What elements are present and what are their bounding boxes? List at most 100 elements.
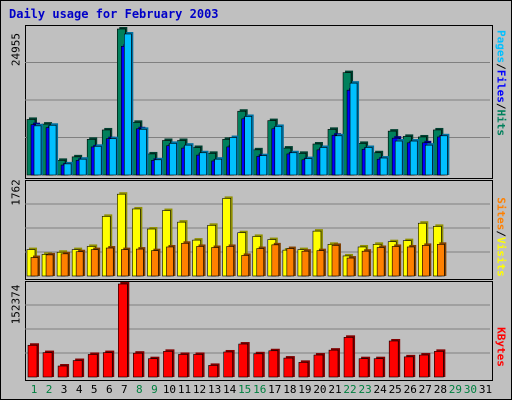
day-tick-label: 18 — [283, 383, 297, 396]
pages-bar — [108, 138, 117, 176]
pages-bar — [394, 140, 403, 176]
pages-bar — [48, 124, 57, 176]
kbytes-bar — [238, 343, 248, 378]
pages-bar — [334, 135, 343, 176]
pages-bar — [289, 152, 298, 176]
chart-title: Daily usage for February 2003 — [9, 7, 219, 21]
pages-bar — [33, 125, 42, 176]
day-tick-label: 17 — [268, 383, 282, 396]
pages-bar — [124, 33, 132, 176]
day-tick-label: 26 — [403, 383, 417, 396]
kbytes-bar — [328, 349, 339, 378]
day-tick-label: 28 — [433, 383, 447, 396]
day-axis: 1 2 3 4 5 6 7 8 9 10 11 12 13 14 15 16 17 18 19 20 21 22 23 24 2… — [1, 383, 512, 397]
pages-bar — [78, 158, 87, 176]
pages-bar — [214, 158, 222, 176]
sites-bar — [90, 249, 99, 277]
kbytes-bar — [72, 360, 83, 378]
kbytes-bar — [133, 352, 143, 378]
kbytes-bar — [163, 351, 173, 378]
sites-bar — [301, 250, 310, 277]
day-tick-label: 22 — [343, 383, 357, 396]
sites-bar — [346, 257, 355, 277]
sites-bar — [271, 244, 280, 277]
day-tick-label: 1 — [30, 383, 38, 396]
kbytes-bar — [343, 337, 354, 378]
day-tick-label: 30 — [463, 383, 478, 396]
kbytes-bar — [223, 351, 233, 378]
sites-bar — [60, 253, 69, 277]
pages-bar — [169, 143, 177, 176]
pages-bar — [319, 147, 328, 176]
sites-bar — [105, 247, 114, 277]
kbytes-bar — [102, 352, 113, 378]
sites-bar — [361, 250, 370, 277]
day-tick-label: 5 — [90, 383, 98, 396]
sites-bar — [211, 247, 219, 277]
pages-bar — [93, 146, 102, 176]
kbytes-bar — [87, 354, 98, 378]
day-tick-label: 25 — [388, 383, 402, 396]
day-tick-label: 21 — [328, 383, 342, 396]
sites-bar — [226, 246, 234, 277]
pages-bar — [379, 157, 388, 176]
kbytes-bar — [388, 340, 399, 378]
day-tick-label: 31 — [478, 383, 493, 396]
kbytes-bar — [178, 354, 188, 378]
sites-bar — [286, 248, 295, 277]
sites-bar — [331, 245, 340, 277]
sites-bar — [376, 247, 385, 277]
day-tick-label: 3 — [60, 383, 68, 396]
kbytes-bar — [313, 354, 324, 378]
pages-bar — [409, 140, 418, 176]
day-tick-label: 8 — [136, 383, 143, 396]
sites-bar — [437, 244, 445, 277]
day-tick-label: 7 — [120, 383, 128, 396]
pages-bar — [440, 135, 448, 176]
kbytes-bar — [42, 352, 53, 378]
day-tick-label: 2 — [45, 383, 53, 396]
pages-bar — [139, 129, 147, 176]
kbytes-bar — [403, 356, 414, 378]
day-tick-label: 27 — [418, 383, 432, 396]
kbytes-bar — [298, 362, 309, 378]
sites-bar — [256, 248, 265, 277]
pages-bar — [199, 152, 207, 176]
day-tick-label: 29 — [448, 383, 463, 396]
sites-bar — [75, 251, 84, 277]
pages-bar — [259, 155, 268, 176]
sites-bar — [136, 248, 144, 277]
day-tick-label: 19 — [298, 383, 312, 396]
kbytes-bar — [418, 354, 429, 378]
day-tick-label: 23 — [358, 383, 372, 396]
pages-bar — [154, 159, 162, 176]
pages-bar — [63, 163, 72, 176]
kbytes-bar — [193, 354, 203, 378]
sites-bar — [30, 257, 39, 277]
sites-bar — [391, 246, 400, 277]
kbytes-bar — [373, 358, 384, 378]
day-tick-label: 14 — [223, 383, 237, 396]
sites-bar — [121, 249, 129, 277]
sites-bar — [196, 246, 204, 277]
day-tick-label: 20 — [313, 383, 327, 396]
day-tick-label: 11 — [177, 383, 192, 396]
pages-bar — [424, 144, 433, 176]
day-tick-label: 6 — [105, 383, 113, 396]
pages-bar — [304, 158, 313, 176]
day-tick-label: 24 — [373, 383, 387, 396]
day-tick-label: 10 — [162, 383, 177, 396]
kbytes-bar — [358, 358, 369, 378]
pages-bar — [274, 126, 283, 176]
sites-bar — [241, 255, 249, 277]
kbytes-bar — [148, 358, 158, 378]
pages-bar — [364, 147, 373, 176]
day-tick-label: 4 — [75, 383, 83, 396]
kbytes-bar — [268, 350, 279, 378]
sites-bar — [151, 250, 159, 277]
kbytes-bar — [118, 283, 128, 378]
day-tick-label: 13 — [207, 383, 222, 396]
day-tick-label: 12 — [192, 383, 207, 396]
kbytes-bar — [208, 365, 218, 378]
